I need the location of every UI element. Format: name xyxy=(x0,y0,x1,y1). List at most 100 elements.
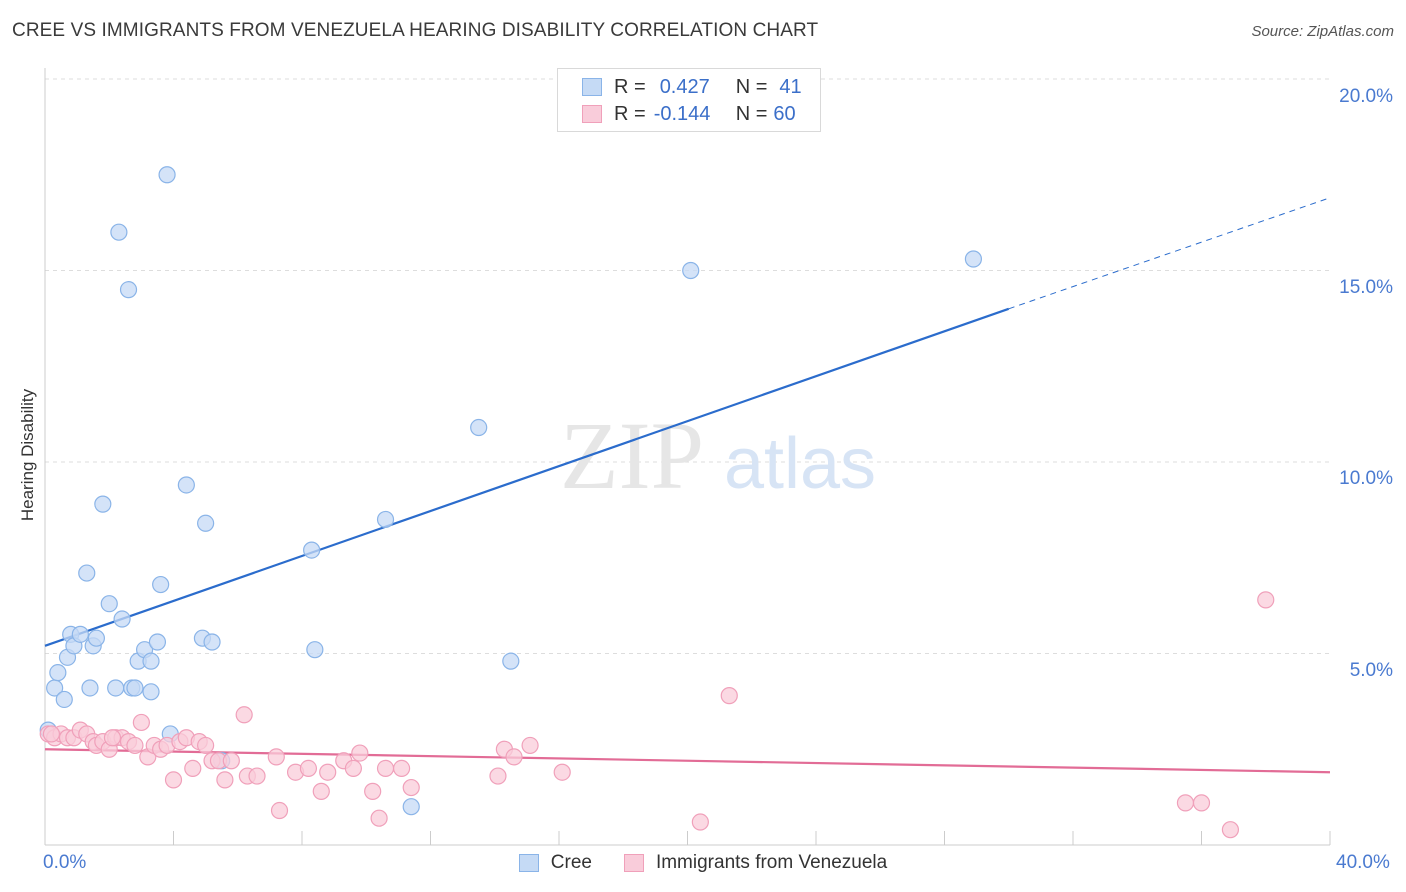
venezuela-point xyxy=(691,813,709,831)
x-tick-label-max: 40.0% xyxy=(1336,852,1390,873)
venezuela-trend-line xyxy=(44,748,1331,774)
venezuela-point xyxy=(216,771,234,789)
cree-trend-line xyxy=(44,307,1010,647)
cree-point xyxy=(119,281,138,299)
cree-point xyxy=(470,418,488,437)
venezuela-point xyxy=(376,759,395,778)
venezuela-point xyxy=(370,809,388,827)
venezuela-point xyxy=(312,782,330,800)
cree-swatch xyxy=(582,78,602,96)
cree-legend-swatch xyxy=(518,854,539,872)
y-tick-label-10: 10.0% xyxy=(1339,468,1393,489)
chart-source: Source: ZipAtlas.com xyxy=(1251,23,1394,40)
cree-point xyxy=(113,610,131,628)
venezuela-point xyxy=(364,782,382,800)
cree-point xyxy=(87,629,106,647)
cree-point xyxy=(402,798,420,816)
cree-point xyxy=(78,564,96,582)
venezuela-legend-swatch xyxy=(623,854,644,872)
legend-r-label: R = xyxy=(614,102,646,125)
venezuela-point xyxy=(103,729,122,747)
cree-point xyxy=(71,625,89,643)
data-points xyxy=(39,166,1275,839)
venezuela-point xyxy=(132,713,150,732)
venezuela-point xyxy=(351,744,369,762)
legend-row-venezuela: R = -0.144 N = 60 xyxy=(582,102,796,126)
cree-point xyxy=(55,690,73,709)
cree-point xyxy=(142,683,160,701)
venezuela-point xyxy=(126,736,144,755)
cree-point xyxy=(964,250,983,268)
venezuela-point xyxy=(521,736,539,755)
y-tick-label-20: 20.0% xyxy=(1339,86,1393,107)
cree-point xyxy=(126,679,144,697)
venezuela-point xyxy=(248,767,266,785)
venezuela-swatch xyxy=(582,105,602,123)
legend-item-cree[interactable]: Cree xyxy=(518,852,592,874)
x-tick-label-min: 0.0% xyxy=(43,852,87,873)
venezuela-point xyxy=(1221,821,1240,839)
venezuela-point xyxy=(720,687,738,705)
legend-n-label: N = xyxy=(735,102,768,125)
cree-legend-label: Cree xyxy=(550,852,592,873)
venezuela-point xyxy=(42,725,61,743)
chart-title: CREE VS IMMIGRANTS FROM VENEZUELA HEARIN… xyxy=(12,20,819,41)
cree-trend-extension xyxy=(1008,197,1331,310)
venezuela-legend-label: Immigrants from Venezuela xyxy=(655,852,888,873)
venezuela-point xyxy=(270,801,289,820)
cree-point xyxy=(148,633,167,651)
cree-point xyxy=(81,679,99,697)
venezuela-point xyxy=(222,752,240,770)
venezuela-point xyxy=(299,759,318,778)
venezuela-point xyxy=(267,748,285,766)
venezuela-point xyxy=(402,778,420,797)
cree-point xyxy=(682,261,700,280)
watermark-zip: ZIP xyxy=(560,402,704,509)
venezuela-n-value: 60 xyxy=(773,102,796,125)
cree-point xyxy=(376,510,395,529)
venezuela-point xyxy=(505,748,523,766)
cree-r-value: 0.427 xyxy=(659,75,710,98)
cree-point xyxy=(107,679,125,697)
venezuela-point xyxy=(1257,591,1275,609)
cree-point xyxy=(142,652,160,670)
stats-legend: R = 0.427 N = 41 R = -0.144 N = 60 xyxy=(557,68,821,132)
venezuela-point xyxy=(197,736,215,755)
cree-n-value: 41 xyxy=(779,75,802,98)
legend-item-venezuela[interactable]: Immigrants from Venezuela xyxy=(623,852,888,874)
venezuela-point xyxy=(1176,794,1195,812)
axes xyxy=(44,68,1331,846)
venezuela-point xyxy=(184,759,202,778)
venezuela-point xyxy=(1192,794,1211,812)
cree-point xyxy=(49,664,67,682)
venezuela-point xyxy=(489,767,507,785)
cree-point xyxy=(152,575,170,594)
grid-lines xyxy=(45,78,1330,654)
y-tick-label-15: 15.0% xyxy=(1339,277,1393,298)
y-axis-label: Hearing Disability xyxy=(18,388,37,522)
y-tick-label-5: 5.0% xyxy=(1349,660,1393,681)
legend-r-label: R = xyxy=(614,75,646,98)
cree-point xyxy=(158,166,176,184)
cree-point xyxy=(110,223,128,241)
cree-point xyxy=(502,652,520,670)
cree-point xyxy=(177,476,195,494)
cree-point xyxy=(303,541,321,559)
cree-point xyxy=(306,641,324,659)
cree-point xyxy=(94,495,112,513)
cree-point xyxy=(203,633,221,651)
legend-row-cree: R = 0.427 N = 41 xyxy=(582,75,802,99)
trend-lines xyxy=(44,197,1331,774)
venezuela-r-value: -0.144 xyxy=(653,102,711,125)
venezuela-point xyxy=(235,706,253,724)
watermark-atlas: atlas xyxy=(724,424,876,504)
cree-point xyxy=(197,514,215,532)
venezuela-point xyxy=(392,759,411,778)
watermark: ZIP atlas xyxy=(560,402,876,509)
venezuela-point xyxy=(164,771,183,789)
series-legend: Cree Immigrants from Venezuela xyxy=(0,852,1406,874)
venezuela-point xyxy=(319,763,337,781)
legend-n-label: N = xyxy=(735,75,768,98)
venezuela-point xyxy=(553,763,571,781)
